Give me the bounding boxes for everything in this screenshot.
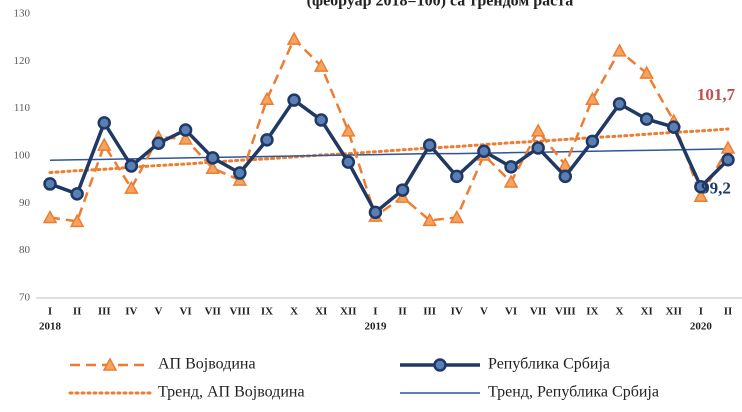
point bbox=[314, 113, 328, 127]
point bbox=[260, 133, 274, 147]
point bbox=[313, 58, 329, 72]
x-tick-label: VI bbox=[505, 306, 517, 318]
point bbox=[178, 123, 193, 137]
y-tick-label: 100 bbox=[14, 150, 31, 162]
point bbox=[530, 123, 546, 137]
x-group-label: 2020 bbox=[690, 321, 713, 333]
y-tick-label: 120 bbox=[14, 55, 31, 67]
x-tick-label: IX bbox=[586, 306, 598, 318]
legend-label: Тренд, Република Србија bbox=[488, 384, 659, 401]
y-tick-label: 130 bbox=[14, 8, 31, 20]
point bbox=[287, 93, 301, 107]
legend-marker bbox=[102, 357, 118, 371]
point bbox=[693, 188, 709, 202]
x-tick-label: II bbox=[398, 306, 407, 318]
point bbox=[205, 151, 220, 165]
x-tick-label: VII bbox=[530, 306, 547, 318]
annotation: 99,2 bbox=[701, 179, 731, 198]
x-tick-label: X bbox=[290, 306, 298, 318]
annotation: 101,7 bbox=[697, 85, 736, 104]
x-tick-label: I bbox=[699, 306, 703, 318]
x-group-label: 2018 bbox=[39, 321, 62, 333]
point bbox=[178, 131, 193, 145]
point bbox=[477, 144, 491, 159]
point bbox=[639, 65, 654, 79]
point bbox=[368, 205, 383, 220]
point bbox=[124, 159, 139, 173]
series-line bbox=[49, 97, 730, 216]
point bbox=[151, 136, 166, 150]
x-tick-label: IV bbox=[451, 306, 463, 318]
point bbox=[450, 169, 464, 184]
point bbox=[449, 209, 465, 224]
x-tick-label: X bbox=[616, 306, 624, 318]
x-group-label: 2019 bbox=[364, 321, 387, 333]
x-tick-label: II bbox=[73, 306, 82, 318]
legend-label: АП Војводина bbox=[158, 356, 256, 373]
point bbox=[69, 213, 85, 228]
point bbox=[503, 174, 519, 188]
point bbox=[395, 183, 410, 197]
point bbox=[720, 140, 736, 154]
point bbox=[205, 160, 220, 175]
series-line bbox=[48, 127, 730, 175]
point bbox=[341, 123, 356, 137]
point bbox=[422, 138, 437, 152]
y-tick-label: 90 bbox=[19, 197, 31, 209]
legend-item: АП Војводина bbox=[70, 356, 256, 373]
y-tick-label: 110 bbox=[14, 102, 31, 114]
point bbox=[286, 31, 302, 45]
point bbox=[531, 141, 545, 155]
point bbox=[585, 91, 600, 105]
point bbox=[42, 209, 58, 224]
legend-item: Тренд, АП Војводина bbox=[68, 384, 305, 401]
point bbox=[585, 134, 600, 149]
point bbox=[124, 180, 139, 194]
x-tick-label: III bbox=[423, 306, 436, 318]
x-tick-label: I bbox=[48, 306, 52, 318]
series-line bbox=[49, 36, 730, 223]
x-tick-label: V bbox=[155, 306, 163, 318]
point bbox=[70, 187, 84, 201]
x-tick-label: VIII bbox=[229, 306, 250, 318]
legend-marker bbox=[433, 358, 447, 372]
point bbox=[639, 112, 654, 126]
point bbox=[341, 155, 356, 169]
chart-title: (фебруар 2018=100) са трендом раста bbox=[307, 0, 574, 10]
y-tick-label: 80 bbox=[19, 244, 31, 256]
point bbox=[233, 166, 247, 180]
x-tick-label: VII bbox=[204, 306, 221, 318]
x-tick-label: IX bbox=[261, 306, 273, 318]
x-tick-label: V bbox=[480, 306, 488, 318]
point bbox=[558, 169, 573, 184]
y-tick-label: 70 bbox=[19, 292, 31, 304]
point bbox=[96, 137, 112, 151]
legend-label: Република Србија bbox=[488, 356, 610, 373]
point bbox=[259, 91, 275, 105]
x-tick-label: XI bbox=[641, 306, 653, 318]
x-tick-label: VIII bbox=[555, 306, 576, 318]
legend-item: Република Србија bbox=[400, 356, 610, 373]
x-tick-label: I bbox=[373, 306, 377, 318]
point bbox=[43, 177, 57, 191]
point bbox=[612, 97, 627, 111]
legend-item: Тренд, Република Србија bbox=[400, 384, 659, 401]
x-tick-label: XII bbox=[666, 306, 683, 318]
point bbox=[612, 43, 627, 57]
x-tick-label: II bbox=[724, 306, 733, 318]
x-tick-label: IV bbox=[125, 306, 137, 318]
point bbox=[422, 212, 437, 227]
point bbox=[721, 153, 735, 167]
point bbox=[97, 116, 111, 130]
x-tick-label: XI bbox=[315, 306, 327, 318]
point bbox=[694, 180, 708, 194]
x-tick-label: III bbox=[98, 306, 111, 318]
series-line bbox=[49, 148, 729, 162]
legend-label: Тренд, АП Војводина bbox=[158, 384, 305, 401]
x-tick-label: VI bbox=[179, 306, 191, 318]
point bbox=[667, 120, 681, 134]
x-tick-label: XII bbox=[340, 306, 357, 318]
point bbox=[504, 160, 518, 174]
